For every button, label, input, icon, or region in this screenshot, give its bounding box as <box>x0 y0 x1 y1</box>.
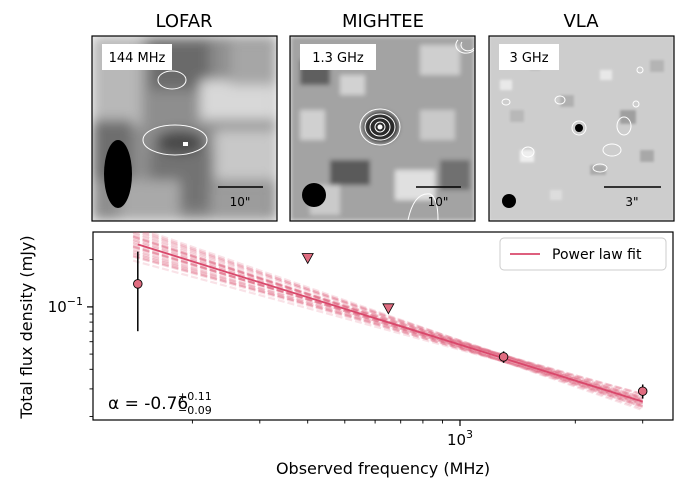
vla-freq-label-box <box>499 44 559 70</box>
fit-sample-line <box>132 252 644 404</box>
fit-sample-line <box>132 242 644 399</box>
fit-sample-line <box>132 238 644 408</box>
sed-plot: 103 10−1 Observed frequency (MHz) Total … <box>17 231 674 478</box>
y-tick-exp: −1 <box>67 295 83 308</box>
fit-sample-line <box>132 259 643 401</box>
mightee-scale-label: 10" <box>428 195 449 209</box>
detection-point <box>133 279 143 289</box>
vla-scale-label: 3" <box>625 195 638 209</box>
mightee-freq-label-box <box>300 44 376 70</box>
fit-sample-line <box>132 237 644 402</box>
mightee-beam <box>302 183 326 207</box>
fit-sample-line <box>132 245 644 404</box>
fit-sample-line <box>132 252 643 395</box>
panel-title-lofar: LOFAR <box>155 11 212 32</box>
lofar-freq-label-box <box>102 44 172 70</box>
mightee-freq-label: 1.3 GHz <box>312 51 364 66</box>
axis-ticks <box>87 259 644 426</box>
legend-label: Power law fit <box>552 247 642 263</box>
fit-sample-line <box>132 235 644 403</box>
upper-limit-marker <box>382 303 395 315</box>
lofar-scale-label: 10" <box>230 195 251 209</box>
lofar-freq-label: 144 MHz <box>109 51 166 66</box>
power-law-fit-line <box>137 243 643 403</box>
fit-sample-line <box>132 255 643 396</box>
panel-title-mightee: MIGHTEE <box>342 11 424 32</box>
vla-beam <box>502 194 516 208</box>
fit-sample-line <box>132 242 644 408</box>
fit-sample-line <box>141 232 644 409</box>
data-marks <box>133 251 648 399</box>
legend-box <box>499 237 667 271</box>
panel-title-vla: VLA <box>563 11 599 32</box>
fit-line-group <box>137 243 643 403</box>
detection-point <box>637 386 648 396</box>
spectral-index-err-plus: +0.11 <box>178 390 212 403</box>
legend: Power law fit <box>499 237 667 271</box>
vla-cutout: 3 GHz 3" <box>488 35 675 222</box>
x-tick-label-1000: 103 <box>447 428 473 449</box>
fit-sample-line <box>132 239 644 400</box>
mightee-cutout: 1.3 GHz 10" <box>289 35 476 222</box>
spectral-index-annotation: α = -0.76 +0.11 −0.09 <box>108 385 217 417</box>
lofar-cutout: 144 MHz 10" <box>91 35 278 222</box>
x-axis-label: Observed frequency (MHz) <box>276 459 490 478</box>
lofar-beam <box>104 140 132 208</box>
y-axis-label: Total flux density (mJy) <box>17 235 36 419</box>
x-tick-exp: 3 <box>466 428 473 441</box>
y-tick-label-0.1: 10−1 <box>48 295 83 316</box>
upper-limit-marker <box>301 253 314 265</box>
fit-sample-line <box>132 249 644 405</box>
spectral-index-err-minus: −0.09 <box>178 404 212 417</box>
fit-sample-line <box>132 254 643 399</box>
vla-freq-label: 3 GHz <box>509 51 548 66</box>
detection-point <box>498 352 509 362</box>
fit-sample-line <box>132 244 644 406</box>
